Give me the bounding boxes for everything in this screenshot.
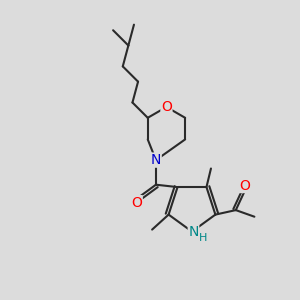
- Text: O: O: [131, 196, 142, 210]
- Text: H: H: [199, 233, 208, 243]
- Text: N: N: [188, 225, 199, 238]
- Text: O: O: [161, 100, 172, 114]
- Text: N: N: [151, 153, 161, 167]
- Text: O: O: [239, 178, 250, 193]
